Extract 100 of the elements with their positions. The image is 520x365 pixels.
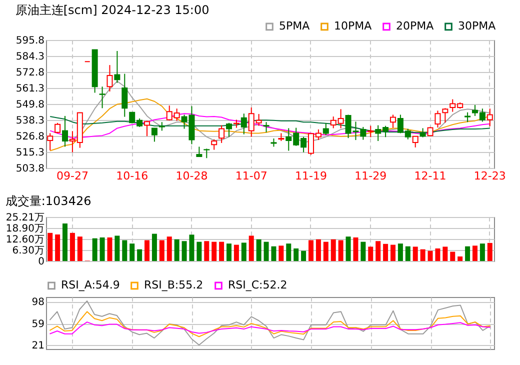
line-series (49, 322, 491, 334)
y-tick-label: 59 (32, 319, 44, 330)
bar (130, 244, 135, 261)
bar (450, 252, 456, 261)
bar (92, 238, 98, 261)
x-tick-label: 12-23 (474, 170, 506, 182)
bar (189, 234, 194, 261)
bar (204, 241, 210, 261)
bar (435, 248, 440, 261)
x-tick-label: 11-07 (235, 170, 268, 182)
bar (390, 244, 396, 261)
candlestick (211, 138, 218, 150)
bar (137, 249, 142, 261)
candlestick (144, 120, 150, 137)
legend-label: 20PMA (396, 20, 434, 33)
bar (248, 236, 254, 261)
y-tick-label: 538.3 (16, 116, 44, 126)
y-tick-label: 526.8 (16, 132, 44, 142)
bar (159, 240, 164, 261)
bar (264, 242, 269, 261)
y-tick-label: 12.60万 (6, 234, 44, 246)
bar (100, 237, 105, 261)
candlestick (122, 73, 128, 118)
x-tick-label: 09-27 (56, 170, 88, 182)
legend-label: RSI_A:54.9 (61, 278, 120, 292)
chart-title: 原油主连[scm] 2024-12-23 15:00 (15, 3, 210, 17)
y-tick-label: 584.3 (16, 52, 44, 62)
bar (107, 237, 112, 261)
bar (472, 246, 478, 261)
bar (412, 246, 418, 261)
y-tick-label: 6.30万 (12, 246, 44, 257)
bar (122, 240, 128, 261)
legend-label: 5PMA (279, 20, 310, 33)
bar (428, 250, 433, 261)
bar (144, 240, 150, 261)
bar (182, 241, 187, 261)
bar (301, 250, 306, 261)
candlestick (412, 136, 418, 148)
bar (55, 234, 60, 261)
candlestick (47, 132, 54, 151)
y-tick-label: 25.21万 (6, 212, 44, 224)
candlestick (434, 110, 441, 128)
candlestick (442, 108, 448, 124)
y-tick-label: 18.90万 (6, 224, 44, 235)
bar (278, 246, 284, 261)
y-tick-label: 561.3 (16, 84, 44, 94)
y-tick-label: 98 (32, 297, 44, 308)
x-tick-label: 11-19 (295, 170, 327, 182)
y-tick-label: 0 (38, 256, 44, 268)
candlestick (322, 122, 329, 136)
bar (376, 241, 381, 261)
bar (316, 239, 321, 261)
bar (286, 244, 292, 261)
bar (420, 249, 426, 261)
candlestick (62, 115, 68, 148)
candlestick (218, 124, 225, 144)
bar (271, 246, 276, 261)
bar (166, 236, 172, 261)
bar (405, 246, 410, 261)
candlestick (106, 64, 113, 92)
y-tick-label: 515.3 (16, 148, 44, 158)
bar (174, 239, 180, 261)
bar (353, 237, 358, 261)
bar (70, 232, 75, 261)
x-tick-label: 11-29 (354, 170, 387, 182)
legend-label: 30PMA (458, 20, 496, 33)
chart-title: 成交量:103426 (5, 194, 92, 208)
bar (212, 242, 217, 261)
bar (48, 232, 53, 261)
bar (368, 246, 374, 261)
bar (398, 244, 403, 261)
candlestick (151, 128, 158, 142)
y-tick-label: 595.8 (16, 36, 44, 46)
candlestick (464, 112, 471, 123)
candlestick (114, 50, 120, 84)
legend-label: RSI_B:55.2 (144, 278, 204, 292)
candlestick (99, 86, 106, 109)
bar (330, 239, 336, 261)
candlestick (196, 146, 202, 157)
legend-label: RSI_C:52.2 (228, 278, 288, 292)
bar (196, 242, 202, 261)
bar (152, 234, 157, 261)
bar (219, 242, 224, 261)
candlestick (390, 114, 396, 128)
bar (241, 242, 246, 261)
line-series (49, 311, 491, 338)
bar (480, 244, 485, 261)
y-tick-label: 21 (32, 340, 44, 352)
candlestick (486, 108, 493, 127)
x-tick-label: 10-28 (176, 170, 208, 182)
candlestick (368, 125, 374, 138)
bar (383, 244, 388, 261)
line-series (49, 300, 491, 346)
candlestick (204, 148, 210, 159)
y-tick-label: 572.8 (16, 68, 44, 78)
bar (256, 239, 262, 261)
candlestick (420, 128, 426, 138)
bar (62, 223, 68, 261)
candlestick (226, 122, 232, 138)
bar (77, 236, 82, 261)
